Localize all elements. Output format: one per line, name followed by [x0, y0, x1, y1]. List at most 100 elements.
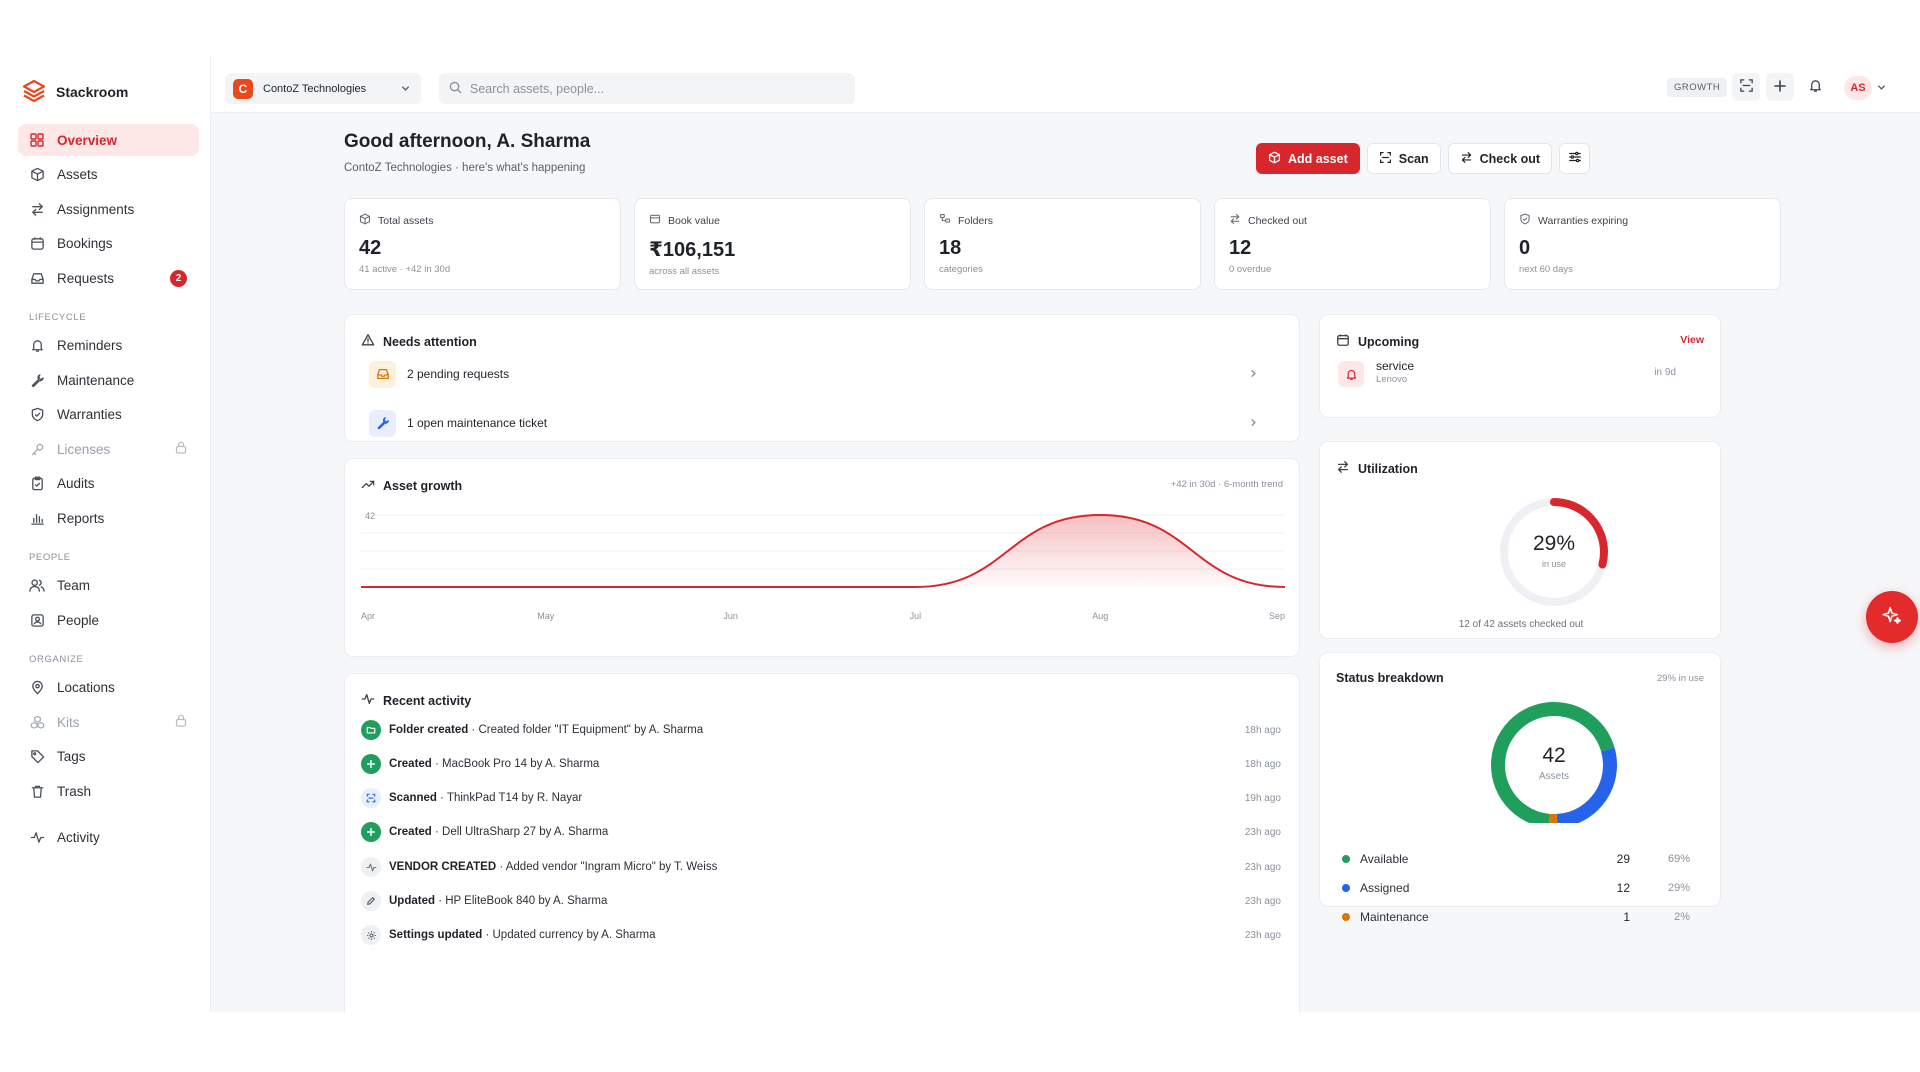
sidebar-section-title: LIFECYCLE [29, 311, 87, 323]
sidebar-item-requests[interactable]: Requests 2 [18, 262, 199, 294]
sidebar-item-overview[interactable]: Overview [18, 124, 199, 156]
stat-value: 42 [359, 237, 382, 259]
stat-card-total-assets[interactable]: Total assets 42 41 active · +42 in 30d [344, 198, 621, 290]
sidebar-item-assets[interactable]: Assets [18, 159, 199, 191]
quick-add-button[interactable] [1766, 73, 1794, 101]
stat-card-folders[interactable]: Folders 18 categories [924, 198, 1201, 290]
scan-button[interactable] [1732, 73, 1760, 101]
arrows-swap-icon [1229, 213, 1241, 228]
activity-row[interactable]: Folder created · Created folder "IT Equi… [361, 719, 1281, 741]
notifications-button[interactable] [1801, 73, 1829, 101]
sidebar-item-activity[interactable]: Activity [18, 821, 199, 853]
stat-sub: next 60 days [1519, 264, 1573, 275]
legend-label: Assigned [1360, 881, 1410, 895]
activity-row[interactable]: Updated · HP EliteBook 840 by A. Sharma … [361, 890, 1281, 912]
user-menu[interactable]: AS [1844, 76, 1887, 100]
calendar-icon [1336, 333, 1350, 350]
attention-item-text: 2 pending requests [407, 367, 510, 381]
growth-line [360, 513, 1286, 588]
grid-icon [29, 132, 45, 148]
check-out-label: Check out [1479, 151, 1541, 166]
sliders-icon [1568, 150, 1582, 167]
sidebar-item-bookings[interactable]: Bookings [18, 228, 199, 260]
activity-row[interactable]: Scanned · ThinkPad T14 by R. Nayar 19h a… [361, 787, 1281, 809]
add-asset-label: Add asset [1288, 151, 1348, 166]
stat-card-checked-out[interactable]: Checked out 12 0 overdue [1214, 198, 1491, 290]
sidebar-item-team[interactable]: Team [18, 570, 199, 602]
stat-card-book-value[interactable]: Book value ₹106,151 across all assets [634, 198, 911, 290]
search-input[interactable] [470, 81, 840, 96]
sidebar-item-trash[interactable]: Trash [18, 775, 199, 807]
org-switcher[interactable]: C ContoZ Technologies [225, 73, 421, 104]
stat-sub: across all assets [649, 266, 720, 277]
activity-time: 23h ago [1244, 826, 1281, 838]
top-bar: C ContoZ Technologies GROWTH AS [211, 56, 1920, 113]
org-logo: C [233, 78, 253, 99]
stat-label: Total assets [378, 214, 434, 227]
users-icon [29, 578, 45, 594]
upcoming-item[interactable]: service Lenovo in 9d [1338, 359, 1676, 389]
card-title: Needs attention [383, 334, 477, 349]
sidebar-item-tags[interactable]: Tags [18, 741, 199, 773]
sidebar-item-assignments[interactable]: Assignments [18, 193, 199, 225]
activity-time: 23h ago [1244, 895, 1281, 907]
activity-text: Folder created · Created folder "IT Equi… [389, 724, 704, 736]
customize-button[interactable] [1559, 143, 1591, 174]
sidebar-item-maintenance[interactable]: Maintenance [18, 364, 199, 396]
sidebar-item-reminders[interactable]: Reminders [18, 330, 199, 362]
legend-row[interactable]: Maintenance 1 2% [1342, 907, 1694, 927]
legend-count: 12 [1616, 881, 1630, 895]
add-asset-button[interactable]: Add asset [1256, 143, 1360, 174]
stat-card-warranties-expiring[interactable]: Warranties expiring 0 next 60 days [1504, 198, 1781, 290]
legend-row[interactable]: Available 29 69% [1342, 849, 1694, 869]
search-icon [449, 81, 462, 97]
x-tick-label: Aug [1092, 611, 1108, 621]
chevron-right-icon [1248, 368, 1259, 382]
y-max-label: 42 [365, 511, 375, 521]
activity-row[interactable]: Settings updated · Updated currency by A… [361, 924, 1281, 946]
search-bar[interactable] [439, 73, 855, 104]
activity-row[interactable]: VENDOR CREATED · Added vendor "Ingram Mi… [361, 856, 1281, 878]
legend-row[interactable]: Assigned 12 29% [1342, 878, 1694, 898]
pulse-icon [361, 857, 381, 877]
sidebar-item-kits[interactable]: Kits [18, 706, 199, 738]
sidebar-item-locations[interactable]: Locations [18, 672, 199, 704]
utilization-percent: 29% [1532, 532, 1576, 555]
box-icon [29, 167, 45, 183]
x-tick-label: Jun [723, 611, 738, 621]
check-out-button[interactable]: Check out [1447, 143, 1553, 174]
view-all-link[interactable]: View [1680, 334, 1704, 346]
stat-sub: 41 active · +42 in 30d [359, 264, 451, 275]
stat-sub: categories [939, 264, 983, 275]
activity-row[interactable]: Created · MacBook Pro 14 by A. Sharma 18… [361, 753, 1281, 775]
attention-item-text: 1 open maintenance ticket [407, 416, 548, 430]
activity-text: Updated · HP EliteBook 840 by A. Sharma [389, 895, 608, 907]
utilization-card: Utilization 29% in use 12 of 42 assets c… [1319, 441, 1721, 639]
growth-area [361, 515, 1285, 587]
sidebar-item-label: Maintenance [57, 372, 135, 388]
avatar: AS [1844, 76, 1872, 100]
sidebar-item-reports[interactable]: Reports [18, 502, 199, 534]
sidebar-item-warranties[interactable]: Warranties [18, 399, 199, 431]
sidebar-item-people[interactable]: People [18, 604, 199, 636]
inbox-icon [369, 360, 396, 388]
donut-segment-available[interactable] [1491, 702, 1617, 823]
donut-segment-assigned[interactable] [1491, 702, 1617, 823]
chevron-right-icon [1248, 417, 1259, 431]
page-subtitle: ContoZ Technologies · here's what's happ… [344, 162, 586, 174]
scan-action-button[interactable]: Scan [1366, 143, 1441, 174]
sidebar-item-licenses[interactable]: Licenses [18, 433, 199, 465]
contact-icon [29, 612, 45, 628]
sidebar-item-audits[interactable]: Audits [18, 468, 199, 500]
activity-row[interactable]: Created · Dell UltraSharp 27 by A. Sharm… [361, 821, 1281, 843]
brand[interactable]: Stackroom [22, 77, 128, 107]
trending-up-icon [361, 477, 375, 494]
legend-pct: 69% [1667, 853, 1690, 865]
attention-item-pending-requests[interactable]: 2 pending requests [369, 358, 1269, 390]
sparkle-icon [1881, 605, 1903, 630]
card-title: Utilization [1358, 461, 1418, 476]
utilization-footnote: 12 of 42 assets checked out [1458, 619, 1584, 630]
attention-item-maintenance-ticket[interactable]: 1 open maintenance ticket [369, 407, 1269, 439]
ai-assistant-button[interactable] [1866, 591, 1918, 643]
bar-chart-icon [29, 510, 45, 526]
